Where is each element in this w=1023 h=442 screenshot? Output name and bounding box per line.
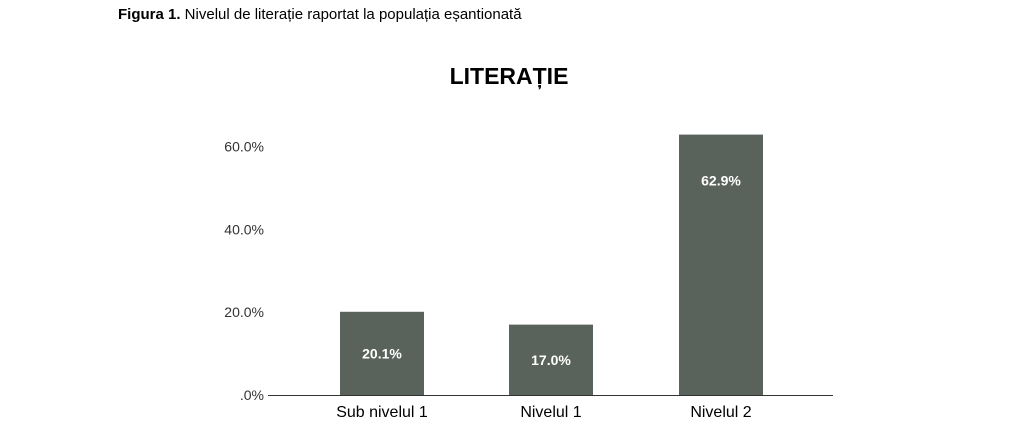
x-axis: Sub nivelul 1 Nivelul 1 Nivelul 2 <box>336 404 752 421</box>
bar-data-label: 17.0% <box>531 352 571 368</box>
chart-title: LITERAȚIE <box>450 63 569 89</box>
y-tick-label: .0% <box>240 387 264 403</box>
x-tick-label: Sub nivelul 1 <box>336 404 428 421</box>
figure-caption-label: Figura 1. <box>118 6 181 23</box>
x-tick-label: Nivelul 1 <box>520 404 581 421</box>
y-axis: .0% 20.0% 40.0% 60.0% <box>224 139 264 403</box>
bar <box>509 324 593 395</box>
bar-series: 20.1% 17.0% 62.9% <box>340 134 763 395</box>
bar-data-label: 62.9% <box>701 172 741 188</box>
y-tick-label: 60.0% <box>224 139 264 155</box>
bar <box>340 311 424 395</box>
figure-caption-text: Nivelul de literație raportat la populaț… <box>180 6 522 23</box>
y-tick-label: 20.0% <box>224 304 264 320</box>
x-tick-label: Nivelul 2 <box>690 404 751 421</box>
figure-caption: Figura 1. Nivelul de literație raportat … <box>118 6 522 23</box>
bar-data-label: 20.1% <box>362 345 402 361</box>
bar <box>679 134 763 395</box>
y-tick-label: 40.0% <box>224 221 264 237</box>
